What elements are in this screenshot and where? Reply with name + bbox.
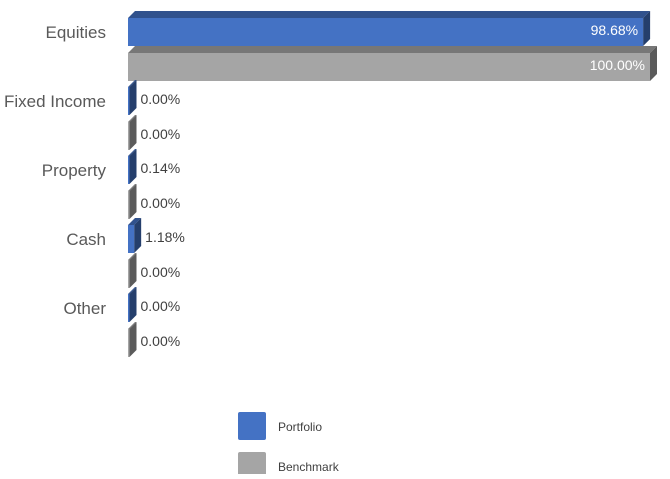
bar-top-face (128, 115, 137, 122)
bar-benchmark-0 (128, 46, 657, 81)
bar-top-face (128, 80, 137, 87)
bar-front-face (128, 18, 644, 46)
bar-top-face (128, 184, 137, 191)
bar-benchmark-2 (128, 184, 137, 219)
value-label-benchmark-1: 0.00% (141, 126, 181, 142)
value-label-portfolio-0: 98.68% (591, 22, 638, 38)
bar-front-face (128, 87, 130, 115)
value-label-benchmark-0: 100.00% (590, 57, 645, 73)
category-label-fixed-income: Fixed Income (4, 92, 106, 111)
bar-side-face (643, 11, 651, 46)
bar-portfolio-3 (128, 218, 142, 253)
bar-side-face (129, 322, 137, 357)
bar-top-face (128, 253, 137, 260)
legend-label: Portfolio (278, 420, 322, 434)
legend-swatch (238, 452, 266, 479)
bar-front-face (128, 329, 130, 357)
legend-item-benchmark: Benchmark (238, 452, 340, 479)
bar-side-face (129, 149, 137, 184)
labels-layer: Equities 98.68% 100.00% Fixed Income 0.00% 0.… (4, 22, 645, 349)
bar-side-face (129, 184, 137, 219)
legend-item-portfolio: Portfolio (238, 412, 322, 440)
value-label-portfolio-4: 0.00% (141, 298, 181, 314)
bar-front-face (128, 191, 130, 219)
bar-side-face (650, 46, 657, 81)
legend-swatch (238, 412, 266, 440)
value-label-benchmark-4: 0.00% (141, 333, 181, 349)
bar-side-face (129, 287, 137, 322)
category-label-cash: Cash (66, 230, 106, 249)
bar-top-face (128, 46, 657, 53)
legend: Portfolio Benchmark (238, 412, 340, 479)
bar-benchmark-3 (128, 253, 137, 288)
value-label-portfolio-1: 0.00% (141, 91, 181, 107)
bar-portfolio-1 (128, 80, 137, 115)
bar-front-face (128, 122, 130, 150)
bar-side-face (129, 80, 137, 115)
bar-benchmark-4 (128, 322, 137, 357)
bar-portfolio-0 (128, 11, 651, 46)
bar-front-face (128, 225, 135, 253)
bar-side-face (129, 115, 137, 150)
bar-portfolio-4 (128, 287, 137, 322)
bars-layer (128, 11, 657, 357)
bar-top-face (128, 149, 137, 156)
category-label-equities: Equities (46, 23, 106, 42)
value-label-portfolio-2: 0.14% (141, 160, 181, 176)
category-label-other: Other (63, 299, 106, 318)
value-label-benchmark-2: 0.00% (141, 195, 181, 211)
bar-portfolio-2 (128, 149, 137, 184)
bar-top-face (128, 218, 142, 225)
bar-benchmark-1 (128, 115, 137, 150)
bar-front-face (128, 294, 130, 322)
bar-front-face (128, 53, 650, 81)
bar-top-face (128, 11, 651, 18)
legend-label: Benchmark (278, 460, 340, 474)
bar-top-face (128, 322, 137, 329)
bar-front-face (128, 260, 130, 288)
value-label-portfolio-3: 1.18% (145, 229, 185, 245)
bar-top-face (128, 287, 137, 294)
category-label-property: Property (42, 161, 107, 180)
bar-side-face (129, 253, 137, 288)
bar-front-face (128, 156, 130, 184)
value-label-benchmark-3: 0.00% (141, 264, 181, 280)
bar-side-face (134, 218, 142, 253)
